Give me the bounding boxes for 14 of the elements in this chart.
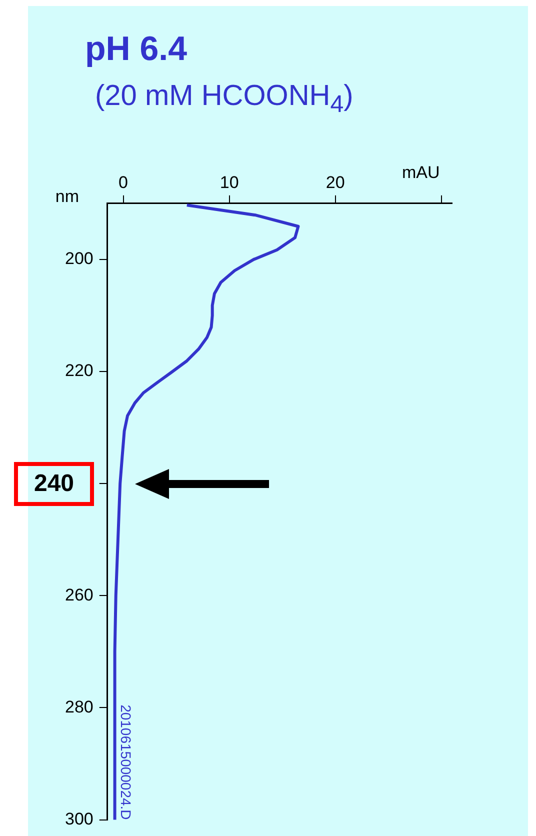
- annotation: 2010615000024.D: [118, 704, 134, 820]
- y-tick-label: 220: [64, 361, 94, 380]
- x-tick-label: 20: [326, 172, 345, 192]
- y-tick-label: 280: [64, 697, 94, 716]
- text: 240: [32, 470, 76, 498]
- y-tick-label: 300: [64, 809, 94, 828]
- chart-title: pH 6.4: [85, 30, 188, 69]
- y-axis-title: nm: [55, 187, 79, 208]
- y-tick-label: 200: [64, 249, 94, 268]
- x-tick-label: 0: [118, 172, 128, 192]
- y-tick-label: 260: [64, 585, 94, 604]
- x-tick-label: 10: [220, 172, 239, 192]
- x-axis-title: mAU: [402, 163, 440, 184]
- chart-subtitle: (20 mM HCOONH$_{4}$): [95, 80, 354, 119]
